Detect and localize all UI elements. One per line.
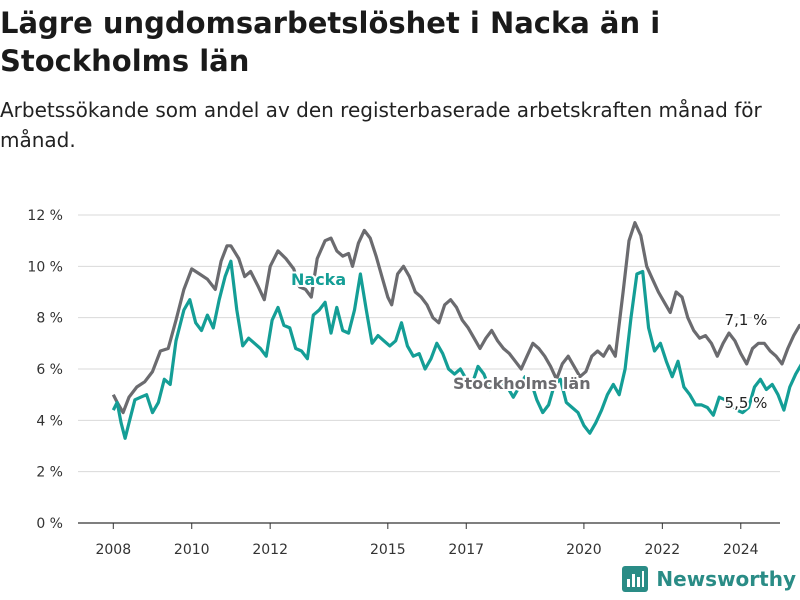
newsworthy-logo: Newsworthy xyxy=(622,562,796,596)
y-axis-ticks: 0 % 2 % 4 % 6 % 8 % 10 % 12 % xyxy=(27,208,63,532)
bar-chart-logo-icon xyxy=(622,566,649,592)
brand-name: Newsworthy xyxy=(656,567,796,591)
x-axis-ticks: 2008 2010 2012 2015 2017 2020 2022 2024 xyxy=(95,523,759,558)
line-chart: 0 % 2 % 4 % 6 % 8 % 10 % 12 % 2008 2010 2012 2015… xyxy=(27,208,800,558)
stockholm-line xyxy=(111,221,800,415)
chart-subtitle: Arbetssökande som andel av den registerb… xyxy=(0,98,762,152)
series-labels: Nacka Stockholms län 7,1 % 5,5 % xyxy=(289,268,769,414)
x-tick-label: 2015 xyxy=(370,542,406,558)
x-tick-label: 2020 xyxy=(566,542,602,558)
nacka-end-value-label: 5,5 % xyxy=(725,394,768,412)
x-tick-label: 2008 xyxy=(95,542,131,558)
y-tick-label: 10 % xyxy=(27,259,63,275)
y-tick-label: 2 % xyxy=(36,465,63,481)
stockholm-end-value-label: 7,1 % xyxy=(725,311,768,329)
y-tick-label: 6 % xyxy=(36,362,63,378)
nacka-series-label: Nacka xyxy=(291,270,346,289)
series-lines xyxy=(111,221,800,440)
x-tick-label: 2022 xyxy=(645,542,681,558)
y-tick-label: 0 % xyxy=(36,516,63,532)
nacka-line xyxy=(111,259,800,440)
chart-title: Lägre ungdomsarbetslöshet i Nacka än i S… xyxy=(0,6,661,78)
x-tick-label: 2012 xyxy=(252,542,288,558)
y-tick-label: 4 % xyxy=(36,413,63,429)
stockholm-series-label: Stockholms län xyxy=(453,374,591,393)
y-tick-label: 8 % xyxy=(36,311,63,327)
x-tick-label: 2017 xyxy=(448,542,484,558)
y-tick-label: 12 % xyxy=(27,208,63,224)
x-tick-label: 2010 xyxy=(174,542,210,558)
x-tick-label: 2024 xyxy=(723,542,759,558)
